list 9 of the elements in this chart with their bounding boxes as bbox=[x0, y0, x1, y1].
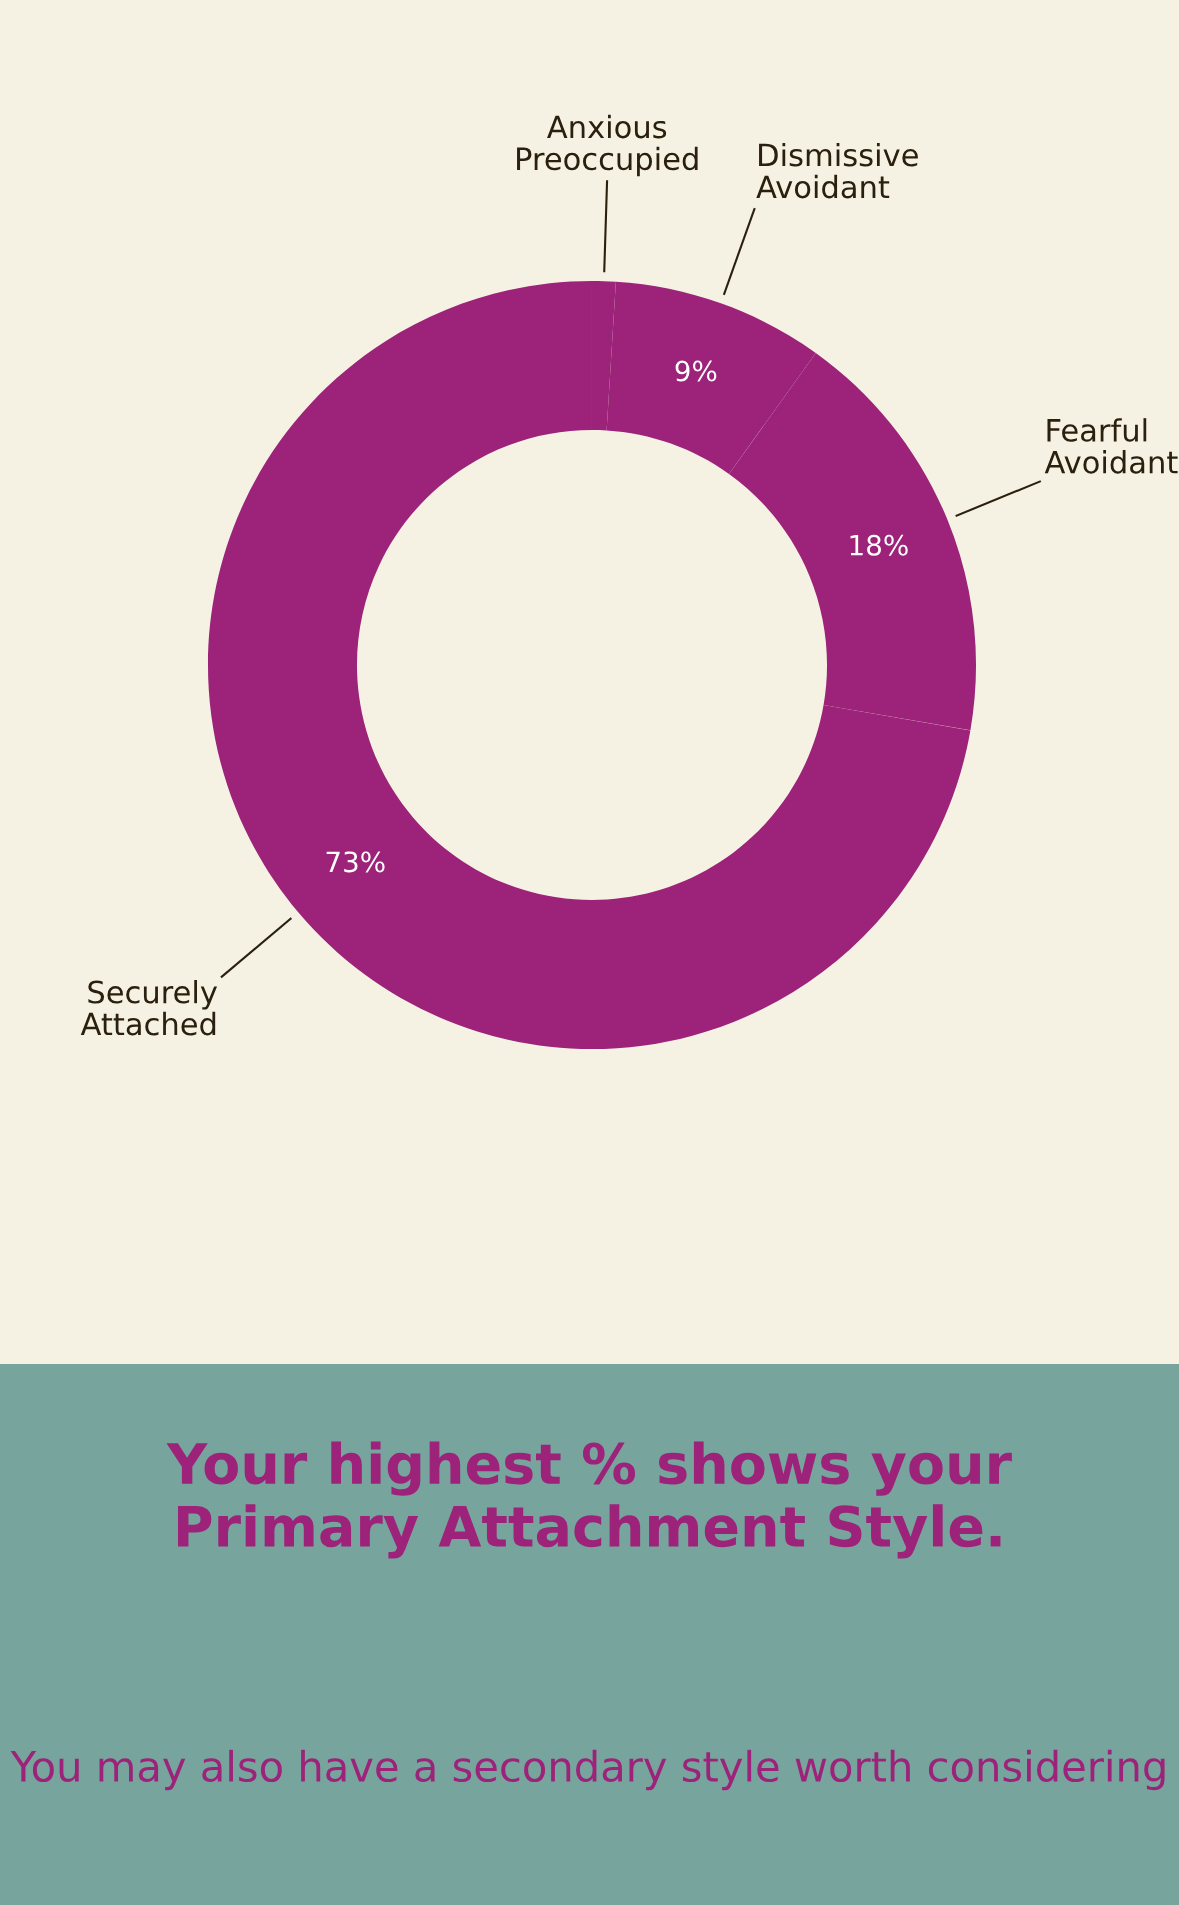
slice-label: Fearful Avoidant bbox=[1044, 418, 1178, 474]
data-label: 9% bbox=[675, 360, 717, 382]
data-label: 18% bbox=[850, 534, 908, 556]
slice-label: Dismissive Avoidant bbox=[756, 142, 918, 199]
text: You may also have a secondary style worth considering bbox=[10, 1749, 1165, 1791]
slice-label: Anxious Preoccupied bbox=[517, 114, 698, 177]
data-label: 73% bbox=[326, 851, 385, 873]
slice-label: Securely Attached bbox=[80, 979, 218, 1036]
text: Your highest % shows your Primary Attachment Style. bbox=[166, 1441, 1012, 1559]
